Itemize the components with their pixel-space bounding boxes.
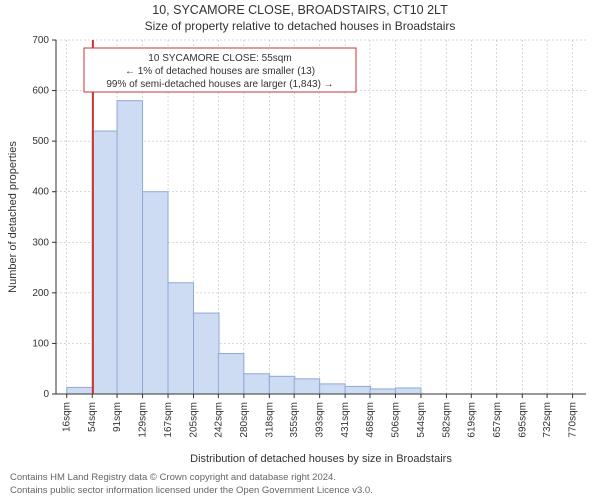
chart-title-2: Size of property relative to detached ho… xyxy=(145,19,456,33)
x-tick-label: 657sqm xyxy=(492,402,503,438)
histogram-bar xyxy=(370,389,395,394)
y-axis-label: Number of detached properties xyxy=(7,141,19,293)
y-tick-label: 100 xyxy=(32,338,49,349)
y-tick-label: 500 xyxy=(32,136,49,147)
x-tick-label: 91sqm xyxy=(112,402,123,432)
x-tick-label: 205sqm xyxy=(189,402,200,438)
x-tick-label: 16sqm xyxy=(62,402,73,432)
x-tick-label: 770sqm xyxy=(568,402,579,438)
x-tick-label: 431sqm xyxy=(340,402,351,438)
x-tick-label: 242sqm xyxy=(213,402,224,438)
x-tick-label: 318sqm xyxy=(264,402,275,438)
histogram-chart: 10, SYCAMORE CLOSE, BROADSTAIRS, CT10 2L… xyxy=(0,0,600,470)
annotation-line-2: ← 1% of detached houses are smaller (13) xyxy=(125,66,315,77)
x-tick-label: 582sqm xyxy=(441,402,452,438)
histogram-bar xyxy=(194,313,219,394)
footer-line-2: Contains public sector information licen… xyxy=(10,485,600,498)
y-tick-label: 200 xyxy=(32,288,49,299)
x-tick-label: 506sqm xyxy=(390,402,401,438)
footer: Contains HM Land Registry data © Crown c… xyxy=(0,470,600,498)
y-tick-label: 700 xyxy=(32,35,49,46)
annotation-line-1: 10 SYCAMORE CLOSE: 55sqm xyxy=(148,53,291,64)
x-tick-label: 393sqm xyxy=(315,402,326,438)
histogram-bar xyxy=(345,386,370,394)
histogram-bar xyxy=(395,388,420,394)
histogram-bar xyxy=(117,101,142,394)
histogram-bar xyxy=(67,387,92,394)
histogram-bar xyxy=(320,384,345,394)
x-axis-label: Distribution of detached houses by size … xyxy=(190,453,452,465)
x-tick-label: 129sqm xyxy=(138,402,149,438)
histogram-bar xyxy=(168,283,193,394)
chart-container: 10, SYCAMORE CLOSE, BROADSTAIRS, CT10 2L… xyxy=(0,0,600,470)
histogram-bar xyxy=(244,374,269,394)
x-tick-label: 167sqm xyxy=(163,402,174,438)
y-tick-label: 600 xyxy=(32,86,49,97)
histogram-bar xyxy=(294,379,319,394)
x-tick-label: 54sqm xyxy=(87,402,98,432)
x-tick-label: 732sqm xyxy=(542,402,553,438)
histogram-bar xyxy=(269,376,294,394)
x-tick-label: 468sqm xyxy=(365,402,376,438)
x-tick-label: 355sqm xyxy=(289,402,300,438)
x-tick-label: 695sqm xyxy=(517,402,528,438)
y-tick-label: 0 xyxy=(43,389,49,400)
histogram-bar xyxy=(143,192,168,394)
histogram-bar xyxy=(218,354,243,394)
histogram-bar xyxy=(92,131,117,394)
y-tick-label: 400 xyxy=(32,187,49,198)
x-tick-label: 280sqm xyxy=(239,402,250,438)
x-tick-label: 544sqm xyxy=(416,402,427,438)
annotation-line-3: 99% of semi-detached houses are larger (… xyxy=(106,79,333,90)
y-tick-label: 300 xyxy=(32,237,49,248)
x-tick-label: 619sqm xyxy=(466,402,477,438)
chart-title-1: 10, SYCAMORE CLOSE, BROADSTAIRS, CT10 2L… xyxy=(152,3,448,17)
footer-line-1: Contains HM Land Registry data © Crown c… xyxy=(10,472,600,485)
